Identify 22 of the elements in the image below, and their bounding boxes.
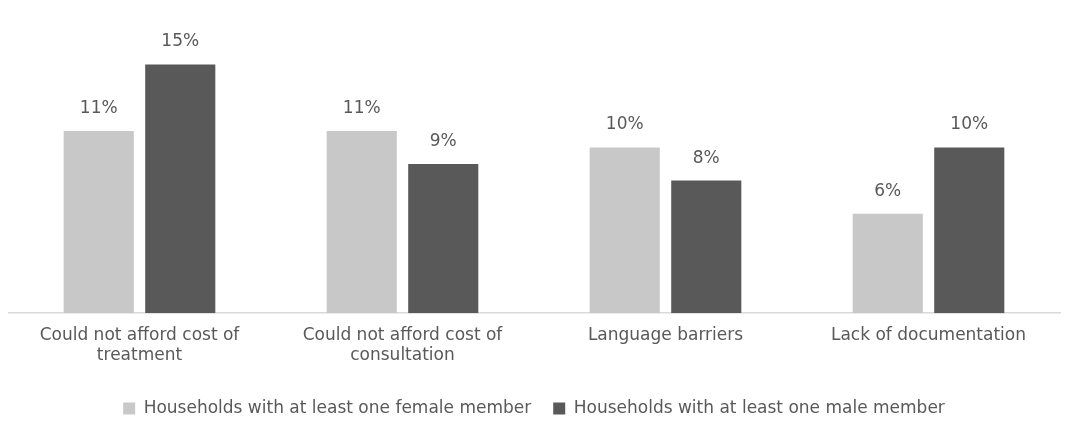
bar	[589, 147, 660, 314]
data-label: 8%	[692, 146, 720, 167]
bar	[408, 164, 479, 314]
bar	[145, 64, 216, 314]
x-tick-label: Could not afford cost of treatment	[39, 323, 241, 365]
x-tick-label: Could not afford cost of consultation	[302, 323, 504, 365]
data-label: 6%	[874, 179, 902, 200]
legend-label: Households with at least one male member	[573, 396, 945, 417]
bar	[671, 180, 742, 314]
data-label: 15%	[161, 30, 200, 51]
legend-label: Households with at least one female member	[143, 396, 532, 417]
data-label: 11%	[342, 96, 381, 117]
data-label: 11%	[79, 96, 118, 117]
x-tick-label: Language barriers	[587, 323, 744, 344]
x-tick-label: Lack of documentation	[830, 323, 1027, 344]
bar	[63, 130, 134, 314]
bar	[934, 147, 1005, 314]
bar	[326, 130, 397, 314]
data-label: 10%	[605, 113, 644, 134]
bar	[852, 213, 923, 314]
data-label: 10%	[950, 113, 989, 134]
data-label: 9%	[429, 129, 457, 150]
